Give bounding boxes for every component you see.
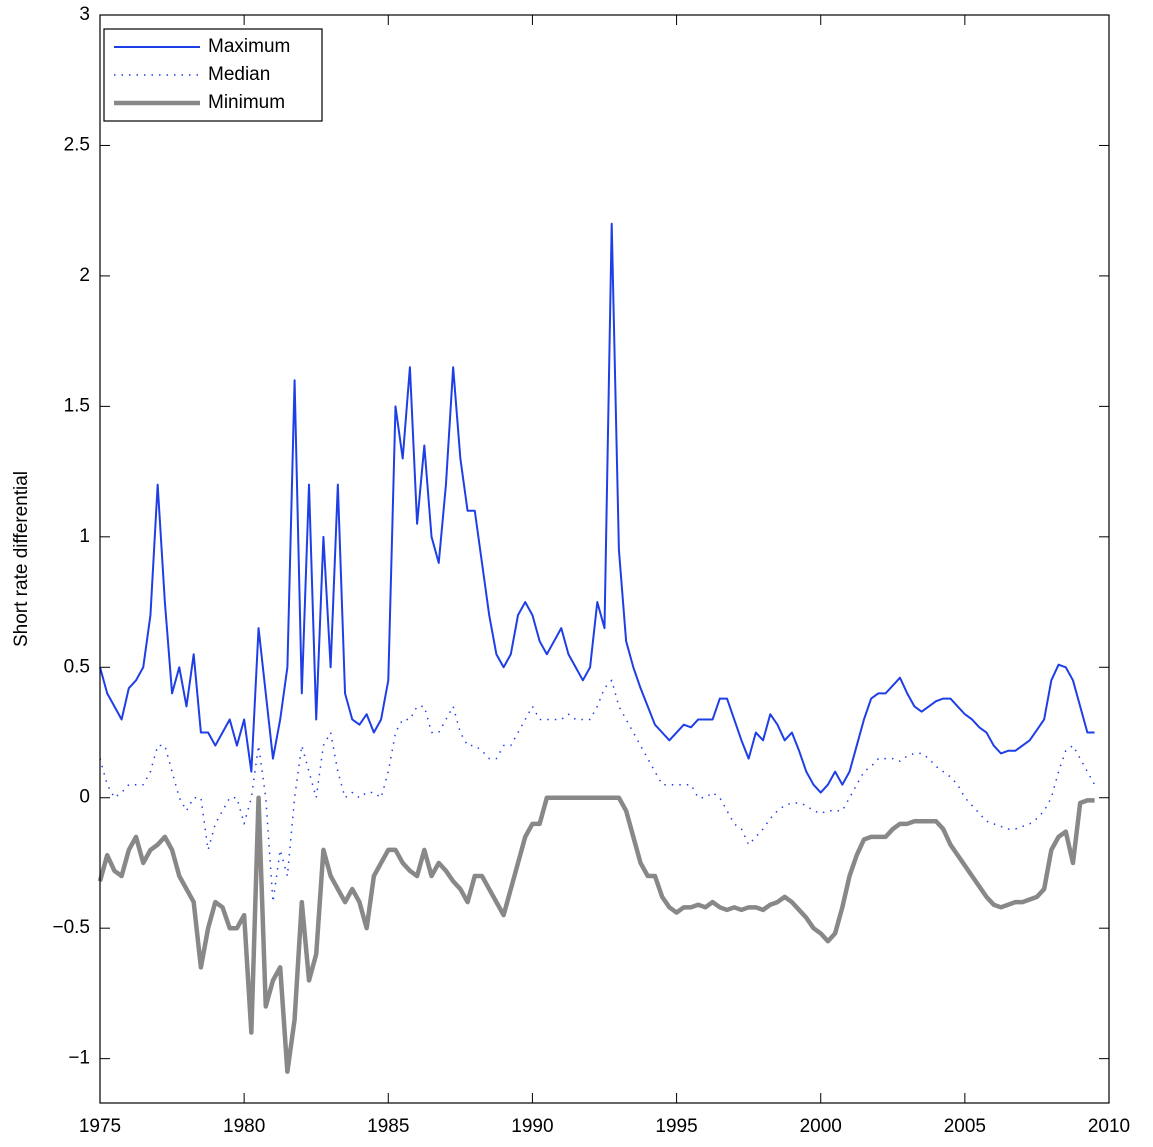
series-line — [99, 679, 1096, 903]
series-line — [99, 222, 1095, 794]
y-tick-label: 1.5 — [64, 395, 90, 416]
plot-frame — [99, 14, 1110, 1104]
plot-lines — [97, 222, 1096, 1074]
x-tick-label: 1995 — [655, 1116, 697, 1137]
x-tick-label: 1975 — [79, 1116, 121, 1137]
legend-label: Maximum — [208, 36, 290, 57]
series-line — [97, 795, 1095, 1074]
y-axis-label: Short rate differential — [11, 471, 32, 647]
y-tick-label: 3 — [79, 4, 90, 25]
y-tick-label: 0.5 — [64, 656, 90, 677]
x-tick-label: 2005 — [944, 1116, 986, 1137]
legend-label: Minimum — [208, 92, 285, 113]
x-tick-label: 2010 — [1088, 1116, 1130, 1137]
y-tick-label: −1 — [68, 1048, 90, 1069]
y-tick-label: −0.5 — [52, 917, 90, 938]
x-tick-label: 2000 — [800, 1116, 842, 1137]
y-tick-label: 2.5 — [64, 134, 90, 155]
x-tick-label: 1980 — [223, 1116, 265, 1137]
x-tick-label: 1990 — [511, 1116, 553, 1137]
y-tick-label: 1 — [79, 526, 90, 547]
y-tick-label: 2 — [79, 265, 90, 286]
legend-box — [103, 28, 323, 122]
legend-label: Median — [208, 64, 270, 85]
x-tick-label: 1985 — [367, 1116, 409, 1137]
y-tick-label: 0 — [79, 787, 90, 808]
